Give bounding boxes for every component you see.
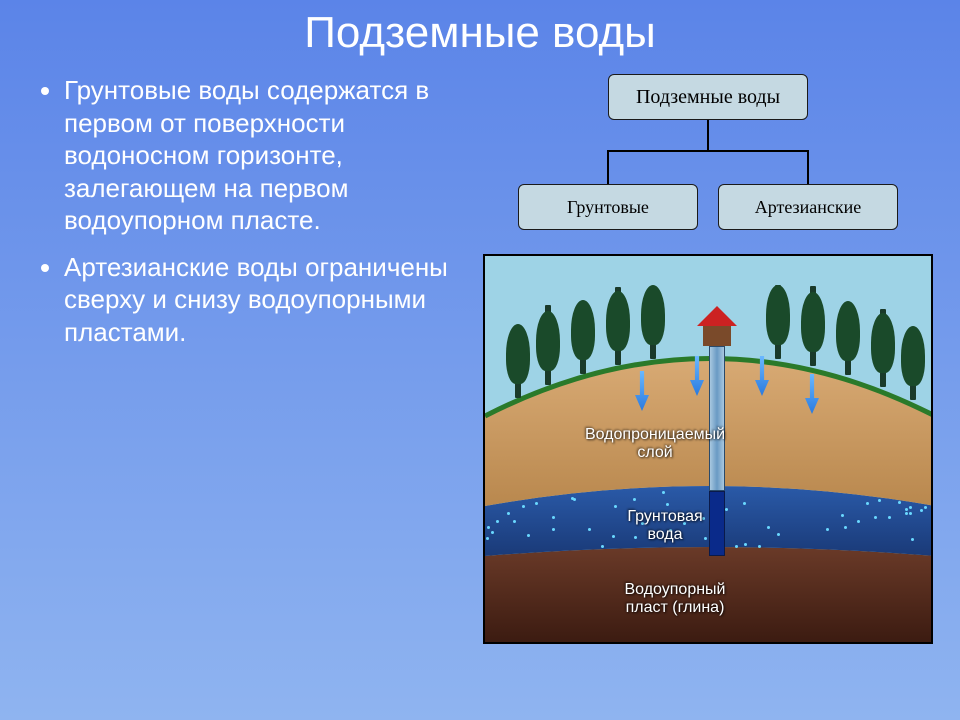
org-child-box: Грунтовые	[518, 184, 698, 230]
water-speck	[552, 528, 555, 531]
well-house-icon	[703, 326, 731, 346]
water-speck	[601, 545, 604, 548]
water-speck	[841, 514, 844, 517]
water-speck	[909, 506, 912, 509]
org-connector	[807, 150, 809, 184]
layer-label: Водоупорныйпласт (глина)	[585, 581, 765, 618]
water-speck	[909, 512, 912, 515]
tree-icon	[650, 287, 656, 359]
org-chart: Подземные воды Грунтовые Артезианские	[498, 74, 918, 244]
bullet-list-container: Грунтовые воды содержатся в первом от по…	[40, 74, 470, 644]
bullet-item: Артезианские воды ограничены сверху и сн…	[64, 251, 470, 349]
water-speck	[898, 501, 901, 504]
cross-section-diagram: Водопроницаемыйслой Грунтоваявода Водоупор…	[483, 254, 933, 644]
org-connector	[607, 150, 809, 152]
well-pipe	[709, 346, 725, 491]
water-speck	[552, 516, 555, 519]
tree-icon	[545, 305, 551, 385]
water-speck	[920, 509, 923, 512]
tree-icon	[845, 303, 851, 375]
water-speck	[844, 526, 847, 529]
water-speck	[911, 538, 914, 541]
water-speck	[633, 498, 636, 501]
bullet-item: Грунтовые воды содержатся в первом от по…	[64, 74, 470, 237]
tree-icon	[810, 286, 816, 366]
tree-icon	[880, 309, 886, 387]
water-speck	[857, 520, 860, 523]
water-speck	[522, 505, 525, 508]
org-connector	[607, 150, 609, 184]
org-root-box: Подземные воды	[608, 74, 808, 120]
tree-icon	[515, 326, 521, 398]
water-speck	[571, 497, 574, 500]
page-title: Подземные воды	[0, 0, 960, 58]
tree-icon	[615, 287, 621, 365]
water-speck	[743, 502, 746, 505]
tree-icon	[580, 304, 586, 374]
layer-label: Грунтоваявода	[605, 508, 725, 545]
water-speck	[874, 516, 877, 519]
layer-label: Водопроницаемыйслой	[565, 426, 745, 463]
tree-icon	[910, 330, 916, 400]
tree-icon	[775, 285, 781, 359]
water-speck	[507, 512, 510, 515]
water-speck	[905, 512, 908, 515]
well-roof-icon	[697, 306, 737, 326]
water-speck	[662, 491, 665, 494]
water-speck	[866, 502, 869, 505]
org-connector	[707, 120, 709, 150]
org-child-box: Артезианские	[718, 184, 898, 230]
water-speck	[487, 526, 490, 529]
